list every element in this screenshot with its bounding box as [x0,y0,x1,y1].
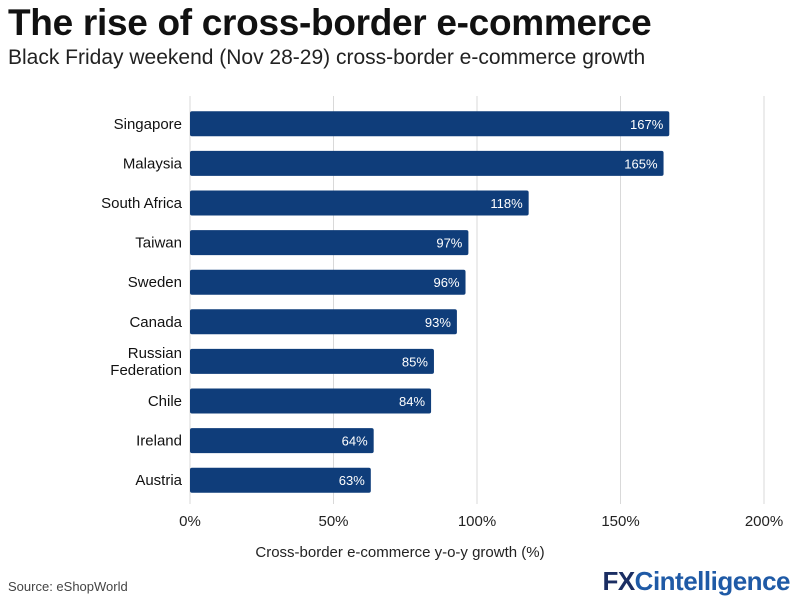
x-tick-label: 200% [745,513,783,530]
x-axis-label: Cross-border e-commerce y-o-y growth (%) [255,544,544,561]
bars [190,111,670,493]
bar-value-label: 97% [436,236,462,251]
category-label: Austria [135,472,182,489]
category-label-line: Ireland [136,433,182,450]
x-tick-label: 0% [179,513,201,530]
category-label-line: Austria [135,472,182,489]
bar-value-label: 167% [630,117,664,132]
category-label-line: Chile [148,393,182,410]
category-label: Sweden [128,274,182,291]
logo-intelligence: Cintelligence [634,566,791,596]
bar [190,230,469,256]
bar-value-label: 93% [425,315,451,330]
category-label-line: Sweden [128,274,182,291]
category-label: Taiwan [135,235,182,252]
fxc-intelligence-logo: FXCintelligence [602,566,790,597]
logo-fx: FX [602,566,635,596]
category-label-line: Russian [128,345,182,362]
bar [190,309,457,335]
bar [190,150,664,176]
category-label-line: Malaysia [123,155,183,172]
category-label: Canada [129,314,182,331]
category-label-line: Canada [129,314,182,331]
bar [190,467,371,493]
category-label: Ireland [136,433,182,450]
x-tick-label: 150% [601,513,639,530]
bar-value-label: 165% [624,156,658,171]
bar [190,388,432,414]
category-label-line: Singapore [114,116,182,133]
bar-value-label: 84% [399,394,425,409]
category-label: Singapore [114,116,182,133]
category-label: Malaysia [123,155,183,172]
bar-value-labels: 167% 165% 118% 97% 96% 93% 85% 84% 64% 63% [339,117,664,488]
category-label-line: Federation [110,362,182,379]
bar [190,269,466,295]
category-label: South Africa [101,195,183,212]
bar-value-label: 96% [433,275,459,290]
bar-value-label: 85% [402,354,428,369]
category-label: Russian Federation [110,345,182,379]
bar [190,190,529,216]
source-note: Source: eShopWorld [8,579,128,594]
chart-subtitle: Black Friday weekend (Nov 28-29) cross-b… [8,46,646,69]
category-label-line: South Africa [101,195,183,212]
bar-value-label: 64% [342,434,368,449]
category-labels: Singapore Malaysia South Africa Taiwan Swede… [101,116,183,489]
bar-value-label: 63% [339,473,365,488]
category-label: Chile [148,393,182,410]
bar [190,111,670,137]
chart-title: The rise of cross-border e-commerce [8,2,652,43]
bar [190,348,434,374]
bar [190,428,374,454]
bar-value-label: 118% [490,196,523,211]
category-label-line: Taiwan [135,235,182,252]
x-tick-label: 50% [318,513,348,530]
x-tick-labels: 0% 50% 100% 150% 200% [179,513,783,530]
x-tick-label: 100% [458,513,496,530]
